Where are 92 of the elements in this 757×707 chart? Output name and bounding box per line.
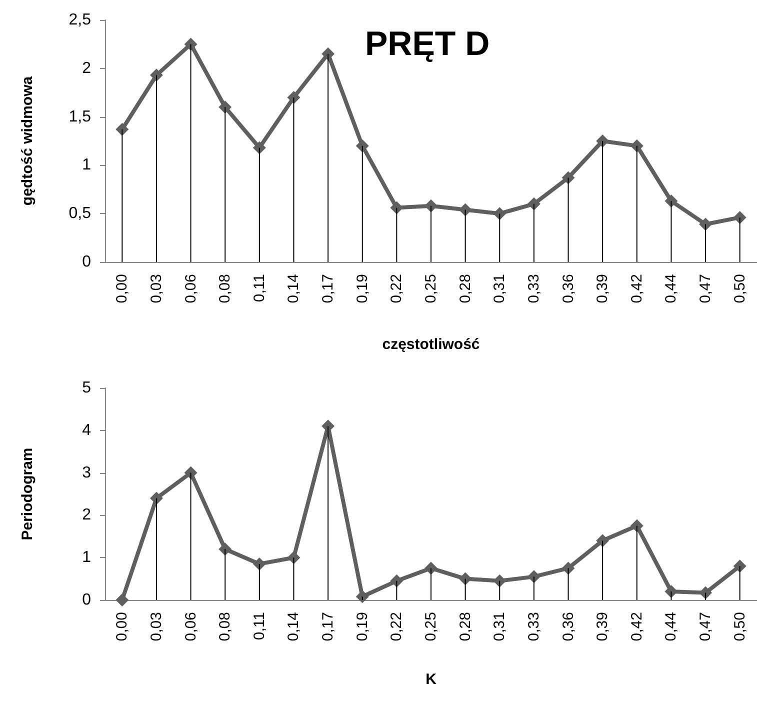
point	[596, 534, 610, 548]
x-tick-label: 0,19	[354, 612, 371, 642]
point	[218, 542, 232, 556]
x-tick-label: 0,17	[320, 612, 337, 642]
point	[424, 562, 438, 575]
x-tick-label: 0,31	[491, 274, 508, 304]
y-tick-label: 5	[82, 380, 92, 396]
point	[322, 47, 335, 60]
point	[218, 100, 232, 114]
x-tick-label: 0,31	[491, 612, 508, 642]
y-tick-label: 2,5	[68, 12, 92, 28]
x-tick-label: 0,28	[456, 612, 474, 642]
point	[699, 586, 712, 600]
y-tick-label: 1,5	[68, 108, 92, 126]
point	[252, 141, 266, 154]
point	[458, 572, 472, 586]
point	[356, 139, 369, 152]
x-tick-label: 0,33	[525, 274, 542, 304]
y-tick-label: 0	[82, 254, 92, 270]
x-axis-title: częstotliwość	[382, 336, 480, 353]
x-tick-label: 0,42	[628, 274, 646, 304]
point	[252, 557, 266, 570]
x-tick-label: 0,39	[594, 274, 612, 304]
point	[424, 199, 438, 212]
y-axis-title: Periodogram	[19, 448, 36, 540]
y-tick-label: 3	[82, 464, 92, 482]
point	[287, 90, 300, 104]
x-tick-label: 0,36	[560, 274, 577, 304]
x-tick-label: 0,17	[320, 274, 337, 304]
x-tick-label: 0,19	[354, 274, 371, 304]
point	[493, 207, 506, 220]
x-tick-label: 0,08	[216, 274, 234, 304]
y-tick-label: 2	[82, 506, 92, 524]
point	[733, 210, 746, 224]
x-tick-label: 0,22	[388, 612, 406, 642]
y-axis-title: gędtość widmowa	[19, 76, 36, 206]
x-tick-label: 0,39	[594, 612, 612, 642]
x-tick-label: 0,25	[422, 612, 440, 642]
x-tick-label: 0,50	[731, 612, 748, 642]
x-tick-label: 0,14	[285, 274, 302, 304]
point	[733, 560, 746, 573]
x-tick-label: 0,11	[250, 612, 268, 640]
x-tick-label: 0,11	[250, 274, 268, 302]
x-tick-label: 0,08	[216, 612, 234, 642]
point	[562, 562, 575, 575]
x-tick-label: 0,00	[114, 612, 131, 642]
point	[527, 570, 540, 584]
y-tick-label: 0	[82, 592, 92, 608]
point	[630, 139, 644, 152]
point	[184, 38, 198, 51]
point	[150, 68, 163, 82]
y-tick-label: 2	[82, 60, 92, 77]
x-tick-label: 0,47	[697, 274, 714, 304]
y-tick-label: 0,5	[68, 205, 92, 222]
x-tick-label: 0,42	[628, 612, 646, 642]
x-tick-label: 0,36	[560, 612, 577, 642]
point	[664, 585, 678, 598]
point	[630, 519, 644, 532]
point	[390, 574, 404, 588]
point	[596, 134, 610, 148]
point	[150, 492, 163, 505]
point	[493, 574, 506, 588]
x-tick-label: 0,47	[697, 612, 714, 642]
point	[699, 218, 712, 231]
point	[390, 201, 404, 214]
x-tick-label: 0,00	[114, 274, 131, 304]
point	[356, 590, 369, 604]
x-tick-label: 0,25	[422, 274, 440, 304]
x-tick-label: 0,44	[662, 612, 680, 642]
point	[116, 122, 129, 136]
y-tick-label: 4	[82, 422, 92, 439]
y-tick-label: 1	[82, 156, 92, 174]
x-tick-label: 0,03	[148, 274, 165, 304]
point	[664, 194, 678, 208]
point	[184, 466, 198, 480]
x-tick-label: 0,50	[731, 274, 748, 304]
point	[458, 203, 472, 216]
point	[527, 197, 540, 210]
x-tick-label: 0,28	[456, 274, 474, 304]
x-tick-label: 0,14	[285, 612, 302, 642]
point	[287, 551, 300, 564]
x-axis-title: K	[426, 671, 437, 688]
x-tick-label: 0,03	[148, 612, 165, 642]
point	[562, 171, 575, 184]
chart-title: PRĘT D	[365, 25, 490, 63]
x-tick-label: 0,22	[388, 274, 406, 304]
x-tick-label: 0,06	[182, 274, 200, 304]
y-tick-label: 1	[82, 549, 92, 566]
point	[116, 594, 129, 606]
x-tick-label: 0,33	[525, 612, 542, 642]
x-tick-label: 0,06	[182, 612, 200, 642]
x-tick-label: 0,44	[662, 274, 680, 304]
